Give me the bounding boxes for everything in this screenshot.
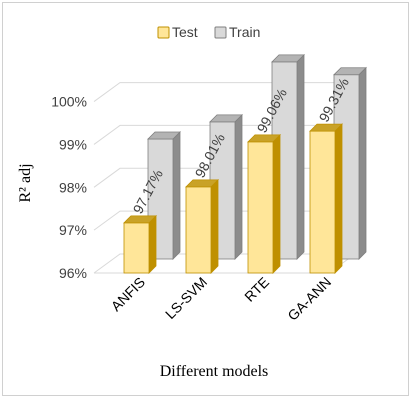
bar-test-anfis — [123, 214, 157, 274]
chart-frame: 96% 97% 98% 99% 100% ANFIS LS-SVM RTE GA-ANN 97… — [2, 2, 409, 396]
bar-test-ls-svm — [185, 178, 219, 274]
y-tick-label: 98% — [59, 179, 87, 195]
legend-swatch-train — [214, 26, 227, 39]
bar-train-anfis — [147, 131, 181, 260]
legend-label-train: Train — [229, 24, 260, 40]
x-tick-label: RTE — [241, 274, 272, 305]
y-tick-labels: 96% 97% 98% 99% 100% — [51, 94, 87, 281]
bar-test-ga-ann — [309, 123, 343, 274]
legend: Test Train — [157, 24, 260, 40]
grid-line — [93, 82, 355, 102]
x-tick-labels: ANFIS LS-SVM RTE GA-ANN — [108, 274, 334, 324]
y-tick-label: 97% — [59, 222, 87, 238]
y-tick-label: 99% — [59, 136, 87, 152]
bar-chart: 96% 97% 98% 99% 100% ANFIS LS-SVM RTE GA-ANN 97… — [17, 24, 367, 380]
x-axis-title: Different models — [160, 363, 269, 380]
x-tick-label: ANFIS — [108, 274, 148, 314]
x-tick-label: GA-ANN — [284, 274, 334, 324]
y-tick-label: 100% — [51, 94, 87, 110]
bars — [123, 53, 367, 274]
bar-test-rte — [247, 133, 281, 274]
y-tick-label: 96% — [59, 265, 87, 281]
legend-swatch-test — [157, 26, 170, 39]
x-tick-label: LS-SVM — [162, 274, 210, 322]
legend-label-test: Test — [172, 24, 198, 40]
y-axis-title: R² adj — [17, 163, 34, 202]
